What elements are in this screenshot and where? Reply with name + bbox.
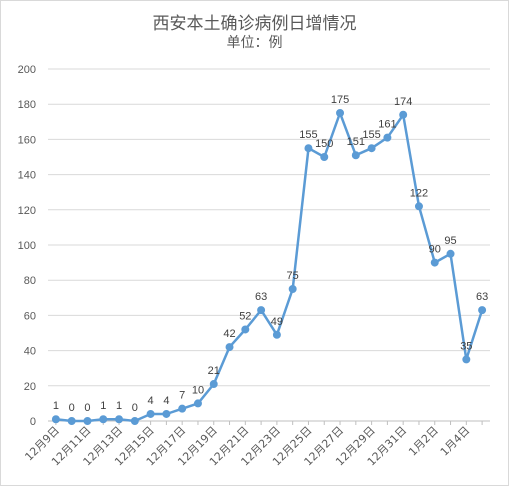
data-point bbox=[115, 415, 124, 424]
chart-subtitle: 单位：例 bbox=[226, 35, 283, 51]
y-tick-label: 200 bbox=[18, 64, 36, 76]
data-label: 151 bbox=[347, 136, 365, 148]
data-point bbox=[99, 415, 108, 424]
data-point bbox=[446, 249, 455, 258]
data-label: 155 bbox=[299, 129, 317, 141]
data-point bbox=[288, 285, 297, 293]
data-label: 150 bbox=[315, 138, 333, 150]
data-label: 63 bbox=[476, 291, 488, 303]
data-label: 4 bbox=[148, 395, 154, 407]
series-polyline bbox=[55, 111, 484, 423]
series-line bbox=[51, 109, 487, 425]
data-label: 90 bbox=[429, 244, 441, 256]
y-tick-label: 120 bbox=[18, 205, 36, 217]
data-point bbox=[162, 409, 171, 418]
data-label: 63 bbox=[255, 291, 267, 303]
data-point bbox=[336, 109, 345, 117]
data-label: 1 bbox=[116, 400, 122, 412]
y-tick-label: 140 bbox=[18, 170, 36, 182]
data-point bbox=[383, 133, 392, 142]
data-point bbox=[351, 151, 360, 160]
data-label: 35 bbox=[460, 340, 472, 352]
data-point bbox=[430, 258, 439, 267]
data-point bbox=[225, 343, 234, 352]
data-point bbox=[414, 202, 423, 211]
x-axis: 12月9日12月11日12月13日12月15日12月17日12月19日12月21… bbox=[22, 421, 483, 468]
y-tick-label: 100 bbox=[18, 240, 36, 252]
data-label: 0 bbox=[69, 402, 75, 414]
data-point bbox=[257, 306, 266, 315]
data-label: 174 bbox=[394, 96, 412, 108]
data-point bbox=[51, 415, 60, 424]
data-label: 10 bbox=[192, 384, 204, 396]
data-label: 1 bbox=[53, 400, 59, 412]
data-point bbox=[320, 153, 329, 161]
y-tick-label: 80 bbox=[24, 275, 36, 287]
data-point bbox=[272, 330, 281, 339]
y-tick-label: 0 bbox=[30, 416, 36, 428]
data-point bbox=[462, 355, 471, 364]
y-tick-label: 40 bbox=[24, 346, 36, 358]
data-point bbox=[193, 399, 202, 408]
data-label: 49 bbox=[271, 316, 283, 328]
data-label: 75 bbox=[287, 270, 299, 282]
data-point bbox=[399, 110, 408, 119]
data-point bbox=[178, 404, 187, 413]
data-point bbox=[67, 417, 76, 425]
data-label: 155 bbox=[362, 129, 380, 141]
data-label: 4 bbox=[163, 395, 169, 407]
gridlines bbox=[48, 68, 490, 422]
x-tick-label: 1月2日 bbox=[406, 424, 441, 459]
data-label: 42 bbox=[223, 328, 235, 340]
data-label: 21 bbox=[208, 365, 220, 377]
data-label: 1 bbox=[100, 400, 106, 412]
data-label: 95 bbox=[444, 235, 456, 247]
data-labels: 1 0 0 1 1 04 4 7 1021425263497515515017515115516… bbox=[53, 94, 488, 414]
data-point bbox=[241, 325, 250, 334]
data-point bbox=[209, 380, 218, 389]
data-label: 7 bbox=[179, 390, 185, 402]
y-tick-label: 180 bbox=[18, 99, 36, 111]
y-axis: 0 20 40 60 80 100 120 140 160 180 200 bbox=[18, 64, 36, 428]
data-point bbox=[130, 417, 139, 425]
data-point bbox=[478, 306, 487, 315]
chart-title: 西安本土确诊病例日增情况 bbox=[152, 14, 357, 34]
y-tick-label: 160 bbox=[18, 134, 36, 146]
data-label: 0 bbox=[84, 402, 90, 414]
data-point bbox=[304, 144, 313, 153]
y-tick-label: 60 bbox=[24, 310, 36, 322]
data-label: 0 bbox=[132, 402, 138, 414]
data-point bbox=[146, 409, 155, 418]
y-tick-label: 20 bbox=[24, 381, 36, 393]
data-label: 122 bbox=[410, 187, 428, 199]
data-label: 161 bbox=[378, 119, 396, 131]
x-tick-label: 1月4日 bbox=[438, 424, 473, 459]
data-label: 52 bbox=[239, 310, 251, 322]
data-point bbox=[367, 144, 376, 153]
data-label: 175 bbox=[331, 94, 349, 106]
data-point bbox=[83, 417, 92, 425]
